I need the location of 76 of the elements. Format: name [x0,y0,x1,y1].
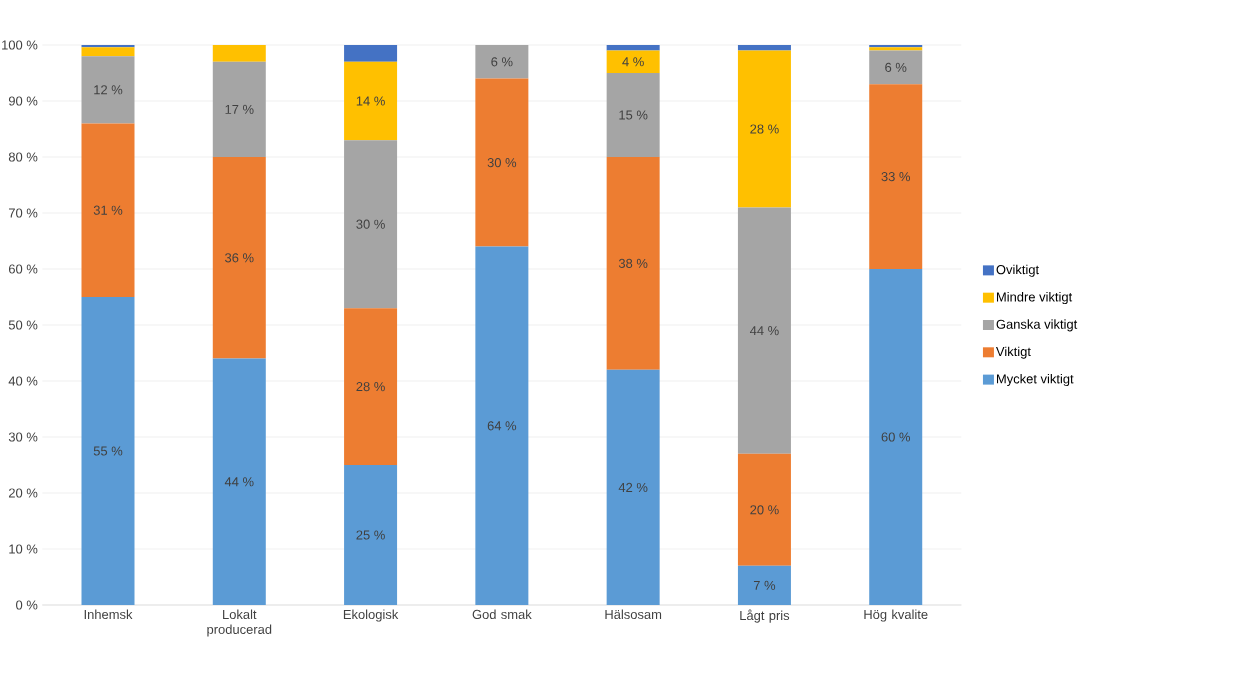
bar [606,157,660,370]
data-label: 42 % [618,482,648,492]
legend-label: Mindre viktigt [996,292,1073,305]
data-label: 20 % [750,505,779,515]
bar [344,140,398,309]
bar [344,308,398,465]
data-label: 25 % [356,530,385,540]
y-tick-label: 30 % [8,432,38,442]
data-label: 30 % [487,158,517,168]
data-label: 36 % [225,253,254,263]
legend-label: Viktigt [995,346,1031,359]
bar [81,123,135,297]
bar [737,207,791,454]
x-tick-label: God smak [472,609,532,620]
bar [212,61,266,157]
y-tick-label: 50 % [8,320,38,330]
x-tick-label: Ekologisk [343,609,399,622]
data-label: 60 % [881,432,911,442]
bar [737,50,791,208]
data-label: 33 % [881,172,911,182]
data-label: 15 % [619,110,648,120]
legend-label: Mycket viktigt [996,373,1074,387]
bar [212,358,266,605]
bar [869,50,923,85]
data-label: 44 % [749,326,779,336]
legend-label: Ganska viktigt [996,319,1078,332]
bar [475,246,529,605]
data-label: 14 % [356,96,385,106]
bar [869,269,923,605]
bar [737,453,791,566]
y-tick-label: 80 % [8,152,38,162]
x-tick-label: Lokalt producerad [207,609,272,637]
y-tick-label: 40 % [8,376,38,386]
data-label: 7 % [753,580,776,590]
y-tick-label: 10 % [9,544,38,554]
bar [81,56,135,124]
legend-label: Oviktigt [996,264,1040,277]
x-tick-label: Hög kvalite [864,609,928,622]
bar [606,72,660,157]
y-tick-label: 70 % [8,208,38,218]
bar [737,565,791,605]
x-tick-label: Hälsosam [605,609,662,620]
data-label: 38 % [618,258,648,268]
data-label: 64 % [487,421,517,431]
bar [606,44,660,51]
bar [475,44,529,79]
y-tick-label: 20 % [8,488,38,498]
bar [344,465,398,605]
data-label: 12 % [94,85,123,95]
data-label: 55 % [93,446,123,456]
data-label: 4 % [622,57,644,67]
bar [81,297,135,605]
bar [344,61,398,141]
bar [869,84,923,269]
y-tick-label: 0 % [16,600,38,610]
data-label: 28 % [750,124,779,134]
bar [737,44,791,51]
bar [212,44,266,62]
bar [81,47,135,57]
bar [606,50,660,73]
data-label: 28 % [356,382,385,392]
data-label: 31 % [93,205,123,215]
bar [606,369,660,605]
bar [212,157,266,359]
x-tick-label: Inhemsk [84,609,133,620]
y-tick-label: 100 % [2,40,38,50]
data-label: 6 % [491,57,513,67]
y-tick-label: 90 % [8,96,38,106]
bar [475,78,529,247]
data-label: 17 % [225,104,254,114]
data-label: 6 % [885,62,907,72]
data-label: 30 % [356,219,385,229]
bar [344,44,398,62]
y-tick-label: 60 % [8,264,38,274]
data-label: 44 % [224,477,254,487]
x-tick-label: Lågt pris [740,609,790,623]
